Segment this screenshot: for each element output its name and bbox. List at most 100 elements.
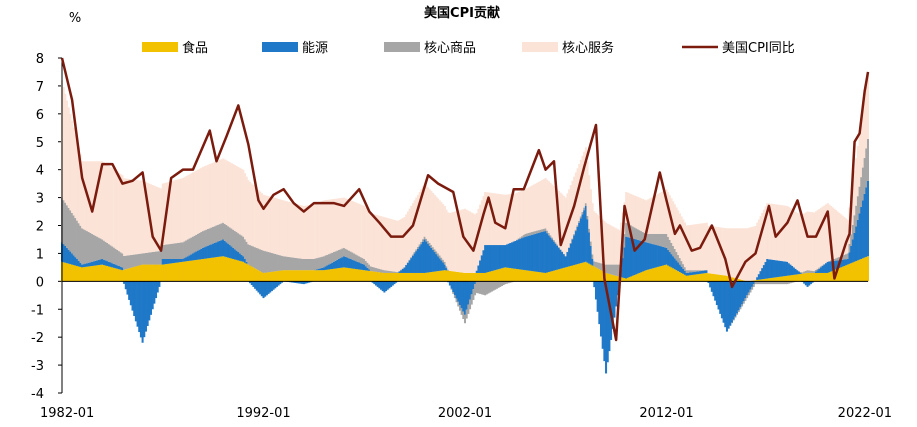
- bar-segment: [804, 270, 807, 274]
- bar-segment: [102, 162, 105, 241]
- bar-segment: [244, 262, 247, 282]
- bar-segment: [584, 261, 587, 282]
- bar-segment: [756, 279, 759, 282]
- bar-segment: [578, 220, 581, 223]
- bar-segment: [71, 264, 74, 282]
- bar-segment: [220, 240, 223, 257]
- bar-segment: [212, 162, 215, 227]
- bar-segment: [79, 262, 82, 267]
- bar-segment: [863, 158, 866, 194]
- bar-segment: [437, 198, 440, 254]
- bar-segment: [840, 267, 843, 282]
- bar-segment: [561, 268, 564, 282]
- bar-segment: [648, 243, 651, 270]
- bar-segment: [751, 281, 754, 287]
- bar-segment: [628, 193, 631, 225]
- bar-segment: [235, 165, 238, 233]
- bar-segment: [385, 272, 388, 282]
- bar-segment: [610, 225, 613, 265]
- bar-segment: [605, 272, 608, 282]
- bar-segment: [227, 257, 230, 282]
- bar-segment: [853, 170, 856, 216]
- bar-segment: [348, 258, 351, 269]
- bar-segment: [148, 281, 151, 321]
- bar-segment: [818, 267, 821, 269]
- bar-segment: [341, 257, 344, 268]
- bar-segment: [238, 253, 242, 261]
- bar-segment: [783, 276, 786, 282]
- bar-segment: [139, 253, 142, 266]
- bar-segment: [143, 253, 146, 265]
- bar-segment: [285, 201, 289, 257]
- bar-segment: [487, 192, 490, 246]
- bar-segment: [529, 235, 532, 271]
- bar-segment: [415, 272, 418, 282]
- bar-segment: [316, 203, 319, 259]
- bar-segment: [191, 260, 194, 282]
- bar-segment: [176, 242, 179, 259]
- bar-segment: [260, 281, 263, 297]
- bar-segment: [381, 281, 384, 292]
- bar-segment: [845, 265, 848, 282]
- bar-segment: [756, 277, 759, 280]
- x-tick-label: 2012-01: [639, 406, 693, 421]
- bar-segment: [356, 261, 359, 270]
- bar-segment: [579, 159, 582, 217]
- bar-segment: [583, 210, 586, 263]
- bar-segment: [578, 263, 581, 282]
- legend-label: 能源: [302, 41, 328, 56]
- bar-segment: [364, 260, 367, 267]
- bar-segment: [771, 259, 774, 278]
- bar-segment: [643, 199, 646, 233]
- bar-segment: [544, 231, 547, 273]
- bar-segment: [450, 281, 453, 289]
- bar-segment: [185, 261, 188, 282]
- bar-segment: [171, 259, 174, 264]
- bar-segment: [165, 244, 168, 259]
- bar-segment: [269, 252, 272, 273]
- bar-segment: [386, 272, 389, 282]
- bar-segment: [408, 260, 411, 273]
- bar-segment: [636, 273, 639, 282]
- bar-segment: [324, 266, 327, 270]
- bar-segment: [427, 272, 430, 282]
- bar-segment: [94, 260, 97, 266]
- bar-segment: [809, 212, 812, 271]
- bar-segment: [354, 202, 357, 255]
- bar-segment: [344, 267, 347, 282]
- bar-segment: [326, 265, 329, 270]
- bar-segment: [469, 272, 472, 282]
- bar-segment: [860, 259, 863, 282]
- legend-swatch: [142, 42, 178, 52]
- bar-segment: [705, 270, 708, 273]
- bar-segment: [66, 263, 69, 282]
- bar-segment: [667, 249, 670, 266]
- bar-segment: [856, 260, 859, 282]
- bar-segment: [660, 265, 663, 282]
- bar-segment: [653, 233, 656, 245]
- bar-segment: [113, 247, 116, 264]
- bar-segment: [865, 187, 868, 257]
- bar-segment: [225, 257, 228, 282]
- bar-segment: [405, 265, 408, 273]
- bar-segment: [218, 240, 221, 257]
- bar-segment: [737, 279, 740, 282]
- bar-segment: [804, 273, 807, 282]
- bar-segment: [69, 114, 72, 211]
- bar-segment: [160, 188, 163, 251]
- bar-segment: [113, 169, 116, 248]
- bar-segment: [715, 281, 718, 306]
- bar-segment: [747, 281, 750, 293]
- bar-segment: [542, 272, 545, 282]
- bar-segment: [633, 238, 636, 276]
- bar-segment: [284, 270, 287, 282]
- bar-segment: [574, 264, 577, 282]
- bar-segment: [393, 271, 396, 273]
- bar-segment: [319, 201, 322, 258]
- bar-segment: [368, 211, 371, 265]
- bar-segment: [301, 205, 304, 259]
- bar-segment: [343, 267, 346, 282]
- bar-segment: [655, 245, 658, 268]
- bar-segment: [371, 281, 374, 283]
- bar-segment: [599, 263, 603, 271]
